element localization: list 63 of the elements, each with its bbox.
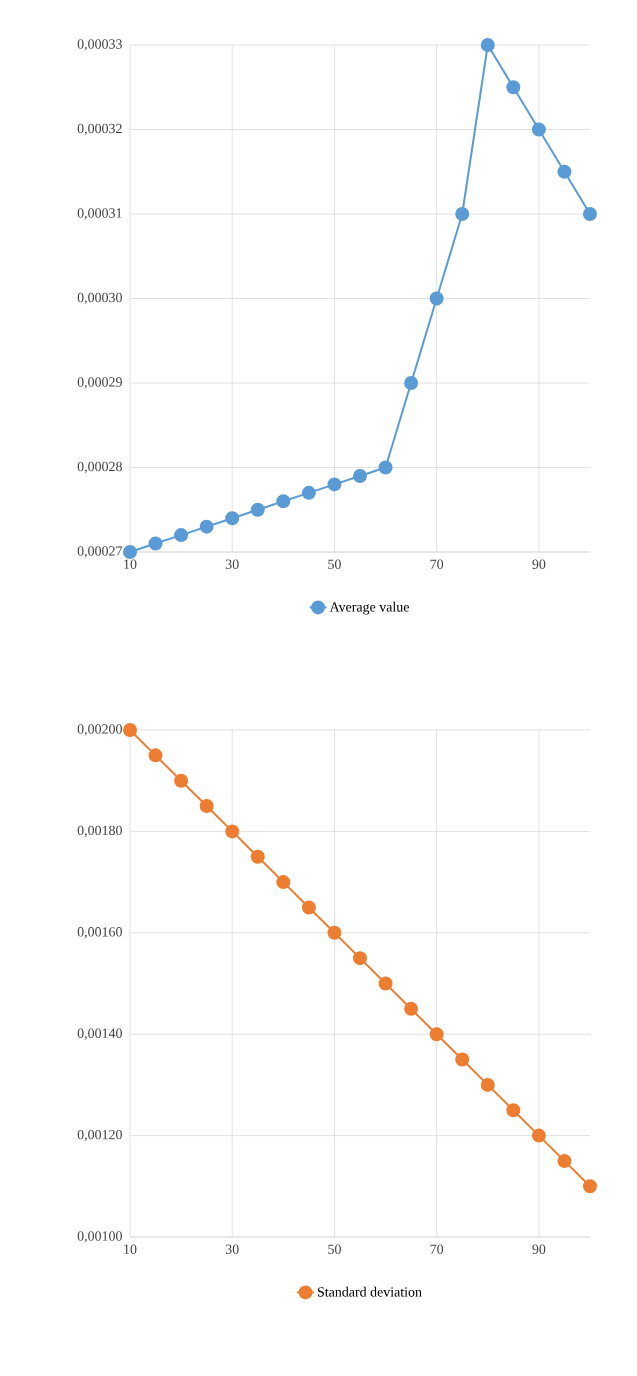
point (225, 824, 240, 839)
point (174, 528, 189, 543)
y-tick-label: 0,00120 (77, 1129, 122, 1142)
x-tick-label: 10 (124, 559, 137, 569)
point (250, 502, 265, 517)
y-tick-label: 0,00140 (77, 1028, 122, 1040)
point (404, 376, 419, 390)
point (404, 1001, 419, 1016)
x-tick-label: 50 (328, 1244, 341, 1254)
point (506, 1103, 521, 1118)
point (148, 748, 163, 763)
point (174, 773, 189, 788)
point (480, 38, 495, 52)
y-tick-label: 0,00160 (77, 927, 122, 939)
point (378, 460, 393, 475)
point (455, 1052, 470, 1067)
x-tick-label: 90 (532, 1244, 546, 1254)
point (123, 723, 137, 738)
point (327, 925, 342, 940)
y-tick-label: 0,00032 (77, 123, 122, 136)
point (148, 536, 163, 551)
y-tick-label: 0,00031 (77, 208, 122, 220)
point (557, 1153, 572, 1168)
y-tick-label: 0,00030 (77, 292, 122, 305)
point (123, 545, 137, 559)
x-tick-label: 70 (430, 559, 444, 569)
point (480, 1077, 495, 1092)
point (455, 207, 470, 221)
legend-label: Average value (329, 601, 409, 615)
y-tick-label: 0,00100 (77, 1231, 122, 1243)
point (327, 477, 342, 492)
point (583, 207, 597, 221)
point (250, 849, 265, 864)
y-tick-label: 0,00033 (77, 39, 122, 51)
y-tick-label: 0,00180 (77, 825, 122, 838)
y-tick-label: 0,00029 (77, 377, 122, 389)
point (301, 485, 316, 500)
point (353, 468, 367, 483)
x-tick-label: 70 (430, 1244, 444, 1254)
legend-label: Standard deviation (317, 1286, 422, 1297)
point (557, 164, 572, 179)
point (378, 976, 393, 991)
x-tick-label: 50 (328, 559, 341, 569)
point (429, 291, 444, 306)
point (429, 1027, 444, 1042)
x-tick-label: 90 (532, 559, 546, 569)
point (583, 1179, 597, 1194)
point (199, 519, 214, 534)
point (225, 511, 240, 526)
point (301, 900, 316, 915)
x-tick-label: 10 (124, 1244, 137, 1254)
x-tick-label: 30 (225, 1244, 239, 1254)
point (506, 80, 521, 95)
point (276, 875, 291, 890)
y-tick-label: 0,00027 (77, 546, 123, 558)
y-tick-label: 0,00028 (77, 461, 122, 474)
point (199, 799, 214, 814)
point (353, 951, 367, 966)
y-tick-label: 0,00200 (77, 724, 122, 736)
point (276, 494, 291, 509)
point (531, 122, 546, 137)
point (531, 1128, 546, 1143)
x-tick-label: 30 (225, 559, 239, 569)
